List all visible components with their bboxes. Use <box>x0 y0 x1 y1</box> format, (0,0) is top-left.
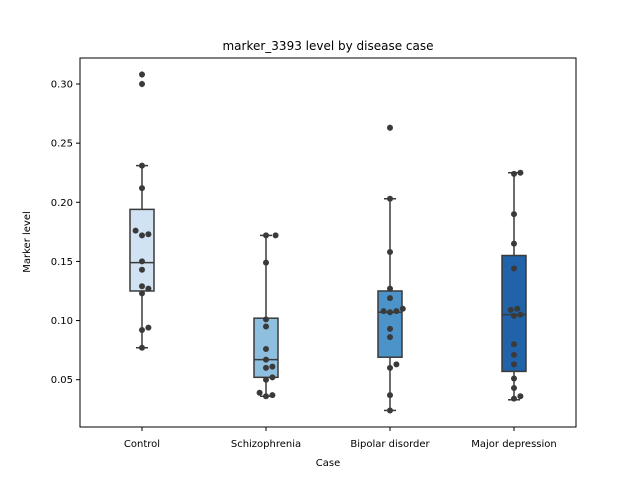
y-tick-label: 0.20 <box>51 198 73 209</box>
data-point <box>139 71 145 78</box>
data-point <box>511 395 517 402</box>
box-group <box>377 124 403 412</box>
y-tick-label: 0.25 <box>51 139 73 150</box>
data-point <box>139 290 145 297</box>
data-point <box>387 195 393 202</box>
data-point <box>511 375 517 382</box>
data-point <box>387 392 393 399</box>
x-tick-label: Bipolar disorder <box>350 439 430 450</box>
data-point <box>269 374 276 381</box>
data-point <box>511 384 517 391</box>
data-point <box>387 309 393 316</box>
data-point <box>263 393 269 400</box>
data-point <box>511 170 517 177</box>
y-tick-label: 0.10 <box>51 316 73 327</box>
data-point <box>269 363 276 370</box>
data-point <box>511 361 517 368</box>
swarm-group <box>380 124 406 414</box>
data-point <box>387 407 393 414</box>
swarm-group <box>256 232 279 400</box>
data-point <box>507 306 514 313</box>
data-point <box>269 392 276 399</box>
x-tick-label: Schizophrenia <box>231 439 301 450</box>
data-point <box>387 124 393 131</box>
data-point <box>511 211 517 218</box>
data-point <box>511 240 517 247</box>
chart-title: marker_3393 level by disease case <box>222 39 433 53</box>
data-point <box>511 312 517 319</box>
swarm-group <box>132 71 152 351</box>
box-iqr <box>377 290 403 358</box>
data-point <box>145 285 152 292</box>
data-point <box>517 169 524 176</box>
data-point <box>517 311 524 318</box>
y-axis: 0.05 0.10 0.15 0.20 0.25 0.30 <box>51 80 80 386</box>
data-point <box>514 305 521 312</box>
data-point <box>387 285 393 292</box>
data-point <box>145 231 152 238</box>
data-point <box>387 334 393 341</box>
data-point <box>387 295 393 302</box>
y-tick-label: 0.05 <box>51 375 73 386</box>
data-point <box>139 162 145 169</box>
data-point <box>139 81 145 88</box>
data-point <box>139 327 145 334</box>
data-point <box>393 361 400 368</box>
x-tick-label: Control <box>124 439 160 450</box>
data-point <box>139 232 145 239</box>
data-point <box>263 345 269 352</box>
plot-area <box>129 71 527 414</box>
data-point <box>139 344 145 351</box>
x-axis-label: Case <box>316 458 340 469</box>
swarm-group <box>507 169 524 402</box>
data-point <box>263 316 269 323</box>
data-point <box>393 308 400 315</box>
data-point <box>263 364 269 371</box>
data-point <box>139 266 145 273</box>
data-point <box>139 258 145 265</box>
data-point <box>517 393 524 400</box>
data-point <box>256 389 263 396</box>
data-point <box>399 305 406 312</box>
data-point <box>511 351 517 358</box>
data-point <box>272 232 279 239</box>
data-point <box>139 185 145 192</box>
x-axis: Control Schizophrenia Bipolar disorder Majo… <box>124 427 557 450</box>
plot-frame <box>79 57 577 428</box>
y-tick-label: 0.15 <box>51 257 73 268</box>
data-point <box>387 325 393 332</box>
data-point <box>263 232 269 239</box>
data-point <box>511 265 517 272</box>
x-tick-label: Major depression <box>471 439 557 450</box>
data-point <box>139 283 145 290</box>
data-point <box>263 356 269 363</box>
data-point <box>263 323 269 330</box>
data-point <box>263 259 269 266</box>
data-point <box>380 308 387 315</box>
data-point <box>145 324 152 331</box>
y-tick-label: 0.30 <box>51 80 73 91</box>
box-iqr <box>129 208 155 292</box>
y-axis-label: Marker level <box>22 211 33 273</box>
data-point <box>387 248 393 255</box>
data-point <box>132 227 139 234</box>
data-point <box>511 341 517 348</box>
data-point <box>387 364 393 371</box>
data-point <box>263 376 269 383</box>
